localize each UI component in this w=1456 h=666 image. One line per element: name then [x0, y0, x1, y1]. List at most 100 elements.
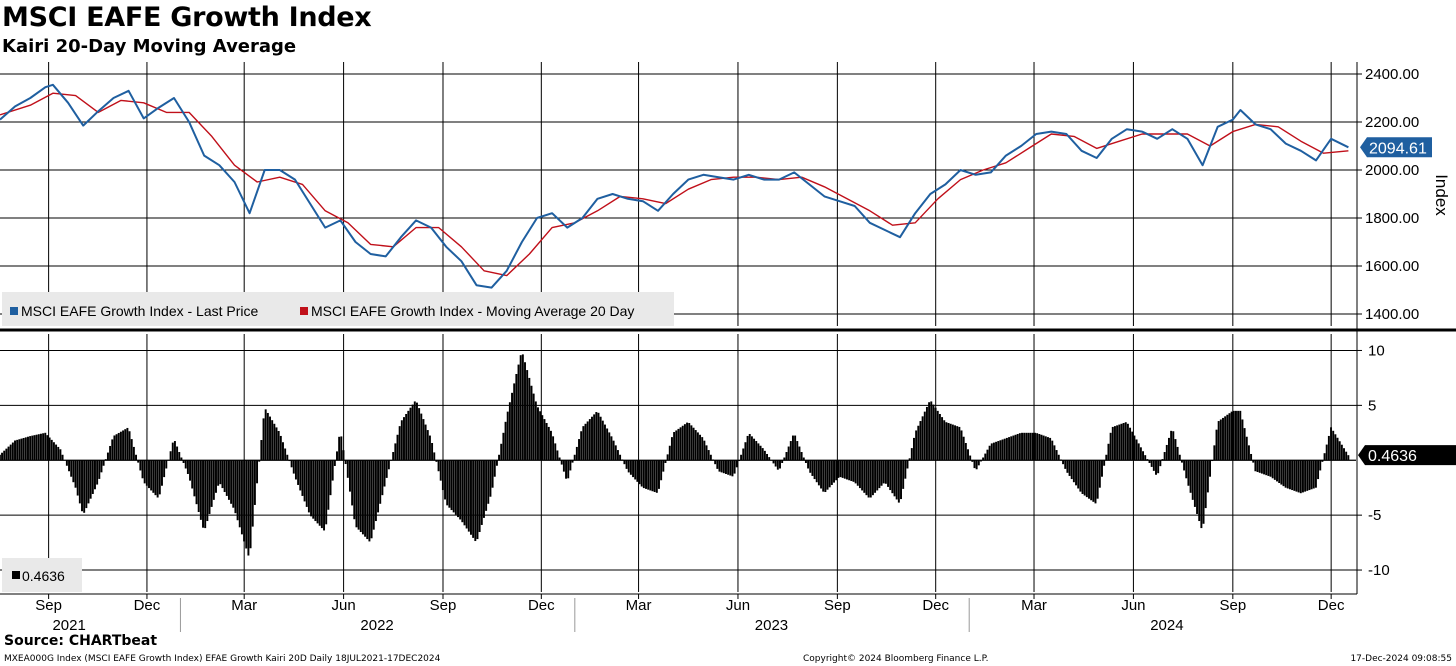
kairi-bar [1297, 460, 1300, 493]
kairi-bar [76, 460, 79, 496]
kairi-bar [662, 460, 665, 472]
kairi-bar [1269, 460, 1272, 477]
kairi-bar [368, 460, 371, 542]
kairi-bar [1163, 452, 1166, 461]
kairi-bar [338, 436, 341, 461]
kairi-bar [595, 412, 598, 461]
kairi-bar [683, 424, 686, 461]
kairi-bar [593, 414, 596, 461]
kairi-bar [826, 460, 829, 490]
kairi-bar [997, 441, 1000, 461]
kairi-bar [1133, 435, 1136, 461]
kairi-bar [1167, 437, 1170, 461]
kairi-bar [446, 460, 449, 506]
kairi-bar [541, 415, 544, 461]
legend-label-ma: MSCI EAFE Growth Index - Moving Average … [311, 303, 634, 319]
kairi-bar [943, 420, 946, 461]
kairi-bar [441, 460, 444, 491]
kairi-bar [601, 420, 604, 461]
kairi-bar [253, 460, 256, 505]
kairi-bar [52, 442, 55, 461]
chart-title: MSCI EAFE Growth Index [2, 2, 372, 33]
kairi-bar [81, 460, 83, 512]
kairi-bar [779, 460, 781, 469]
kairi-bar [967, 449, 969, 461]
kairi-bar [299, 460, 302, 491]
kairi-bar [1170, 430, 1173, 461]
kairi-bar [318, 460, 321, 526]
kairi-bar [48, 437, 51, 461]
kairi-bar [208, 460, 211, 514]
kairi-bar [16, 439, 19, 461]
kairi-bar [251, 460, 254, 527]
kairi-bar [489, 460, 492, 497]
footer-timestamp: 17-Dec-2024 09:08:55 [1350, 654, 1452, 664]
kairi-bar [1280, 460, 1283, 485]
kairi-bar [688, 423, 691, 461]
kairi-bar [731, 460, 734, 477]
kairi-bar [392, 452, 395, 461]
kairi-bar [629, 460, 632, 475]
kairi-bar [1098, 460, 1101, 488]
kairi-bar [1008, 437, 1011, 461]
kairi-bar [407, 410, 410, 461]
kairi-bar [1204, 460, 1207, 509]
kairi-bar [1064, 460, 1067, 469]
kairi-bar [1036, 433, 1039, 461]
kairi-bar [1193, 460, 1196, 507]
kairi-bar [539, 411, 542, 461]
kairi-bar [381, 460, 384, 496]
kairi-bar [1334, 434, 1337, 461]
kairi-bar [336, 451, 338, 461]
kairi-bar [502, 432, 505, 461]
kairi-bar [846, 460, 848, 480]
kairi-bar [1014, 434, 1017, 461]
kairi-bar [1092, 460, 1095, 502]
kairi-bar [348, 460, 351, 492]
kairi-bar [761, 448, 764, 461]
x-tick-label: Mar [1021, 597, 1047, 614]
kairi-bar [1062, 460, 1065, 465]
kairi-bar [59, 449, 62, 461]
kairi-bar [100, 460, 103, 473]
kairi-bar [839, 460, 842, 478]
kairi-bar [236, 460, 239, 521]
kairi-bar [284, 448, 287, 461]
kairi-bar [39, 433, 42, 461]
kairi-bar [982, 457, 985, 461]
kairi-bar [117, 432, 120, 461]
kairi-bar [524, 362, 526, 461]
kairi-bar [895, 460, 898, 500]
kairi-bar [3, 450, 6, 461]
kairi-bar [1295, 460, 1298, 492]
kairi-bar [487, 460, 490, 504]
kairi-bar [729, 460, 732, 476]
kairi-bar [869, 460, 872, 498]
kairi-bar [1226, 414, 1229, 461]
kairi-bar [1113, 426, 1116, 461]
kairi-bar [68, 460, 71, 472]
kairi-bar [884, 460, 887, 484]
kairi-bar [791, 435, 794, 461]
legend-swatch-ma [300, 307, 308, 315]
kairi-bar [1319, 460, 1322, 471]
x-tick-label: Sep [824, 597, 851, 614]
kairi-bar [1301, 460, 1304, 493]
kairi-bar [1150, 460, 1153, 467]
kairi-bar [1265, 460, 1268, 476]
kairi-bar [1118, 424, 1121, 461]
kairi-bar [1059, 459, 1062, 461]
kairi-bar [24, 437, 27, 461]
kairi-bar [878, 460, 881, 489]
kairi-bar [591, 416, 593, 461]
kairi-bar [675, 430, 678, 461]
kairi-bar [552, 436, 555, 461]
kairi-bar [424, 424, 427, 461]
kairi-bar [1152, 460, 1155, 471]
kairi-bar [562, 460, 565, 472]
kairi-bar [422, 419, 425, 461]
kairi-bar [651, 460, 654, 492]
kairi-bar [130, 439, 133, 461]
kairi-bar [670, 437, 673, 461]
kairi-bar [861, 460, 864, 491]
